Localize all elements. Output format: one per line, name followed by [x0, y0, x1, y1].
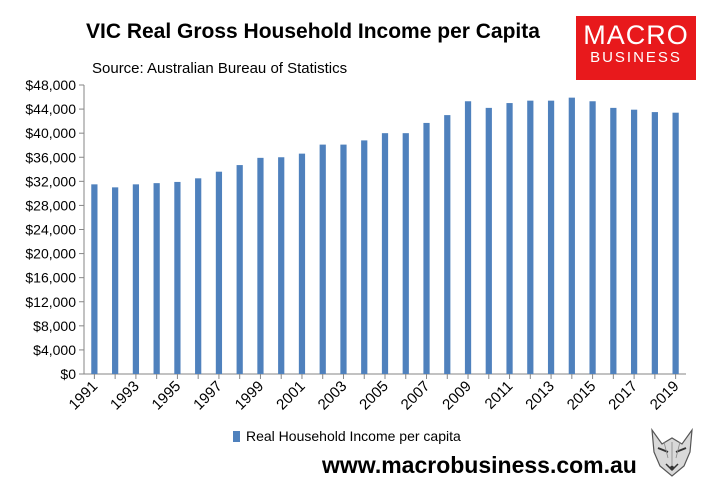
x-tick-label: 2009	[439, 378, 475, 414]
bar-2019	[672, 112, 679, 374]
y-tick-label: $28,000	[25, 197, 76, 213]
website-url: www.macrobusiness.com.au	[322, 452, 637, 478]
logo-line-2: BUSINESS	[590, 49, 682, 66]
y-tick-label: $0	[60, 366, 76, 382]
bar-1993	[132, 184, 140, 374]
y-tick-label: $36,000	[25, 149, 76, 165]
x-tick-label: 2013	[522, 378, 558, 414]
bar-2006	[402, 133, 409, 374]
x-tick-label: 2017	[605, 378, 641, 414]
bar-2012	[527, 100, 534, 374]
legend-swatch	[233, 430, 240, 442]
bar-1995	[174, 181, 181, 374]
x-tick-label: 1997	[190, 378, 226, 414]
x-tick-label: 1999	[232, 378, 268, 414]
y-tick-label: $12,000	[25, 294, 76, 310]
bar-2003	[340, 144, 347, 374]
x-tick-label: 1993	[107, 378, 143, 414]
bar-1992	[112, 187, 119, 374]
y-tick-label: $48,000	[25, 77, 76, 93]
bar-2015	[589, 101, 596, 374]
macrobusiness-logo: MACRO BUSINESS	[576, 16, 696, 80]
y-tick-label: $8,000	[33, 318, 76, 334]
bar-2018	[651, 112, 658, 374]
chart-bars	[91, 97, 679, 379]
x-tick-label: 2011	[482, 378, 517, 413]
x-axis-ticks: 1991 1993 1995 1997 1999 2001 2003 2005 2007 2009…	[66, 378, 683, 414]
bar-2016	[610, 107, 617, 375]
y-tick-label: $24,000	[25, 222, 76, 238]
y-tick-label: $40,000	[25, 125, 76, 141]
y-tick-label: $32,000	[25, 173, 76, 189]
chart-title: VIC Real Gross Household Income per Capi…	[86, 20, 540, 43]
bar-2001	[298, 153, 306, 374]
bar-1996	[195, 178, 202, 374]
x-tick-label: 2007	[398, 378, 434, 414]
x-tick-label: 2015	[564, 378, 600, 414]
legend-label: Real Household Income per capita	[246, 428, 461, 444]
bar-2002	[319, 144, 326, 374]
bar-chart: $0 $4,000 $8,000 $12,000 $16,000 $20,000 $24,0…	[25, 77, 686, 414]
bar-2004	[361, 140, 368, 374]
bar-2013	[547, 100, 555, 374]
bar-1999	[257, 157, 264, 374]
bar-2005	[381, 133, 389, 374]
x-tick-label: 2005	[356, 378, 392, 414]
x-tick-label: 2019	[647, 378, 683, 414]
bar-1998	[236, 165, 243, 374]
bar-1997	[215, 171, 223, 374]
y-axis-ticks: $0 $4,000 $8,000 $12,000 $16,000 $20,000 $24,0…	[25, 77, 84, 382]
bar-1994	[153, 183, 160, 374]
chart-subtitle: Source: Australian Bureau of Statistics	[92, 60, 348, 77]
y-tick-label: $20,000	[25, 246, 76, 262]
bar-2008	[444, 115, 451, 375]
chart-legend: Real Household Income per capita	[233, 428, 461, 444]
x-tick-label: 2001	[273, 378, 309, 414]
bar-2009	[464, 101, 472, 374]
logo-line-1: MACRO	[583, 20, 689, 50]
bar-2010	[485, 107, 492, 375]
wolf-logo-icon	[644, 424, 700, 480]
x-tick-label: 1991	[66, 378, 102, 414]
bar-2007	[423, 122, 430, 375]
y-tick-label: $44,000	[25, 101, 76, 117]
bar-2000	[278, 157, 285, 374]
y-tick-label: $4,000	[33, 342, 76, 358]
bar-2011	[506, 103, 513, 374]
bar-2017	[630, 109, 638, 374]
y-tick-label: $16,000	[25, 270, 76, 286]
x-tick-label: 1995	[149, 378, 185, 414]
bar-1991	[91, 184, 98, 374]
x-tick-label: 2003	[315, 378, 351, 414]
bar-2014	[568, 97, 575, 375]
